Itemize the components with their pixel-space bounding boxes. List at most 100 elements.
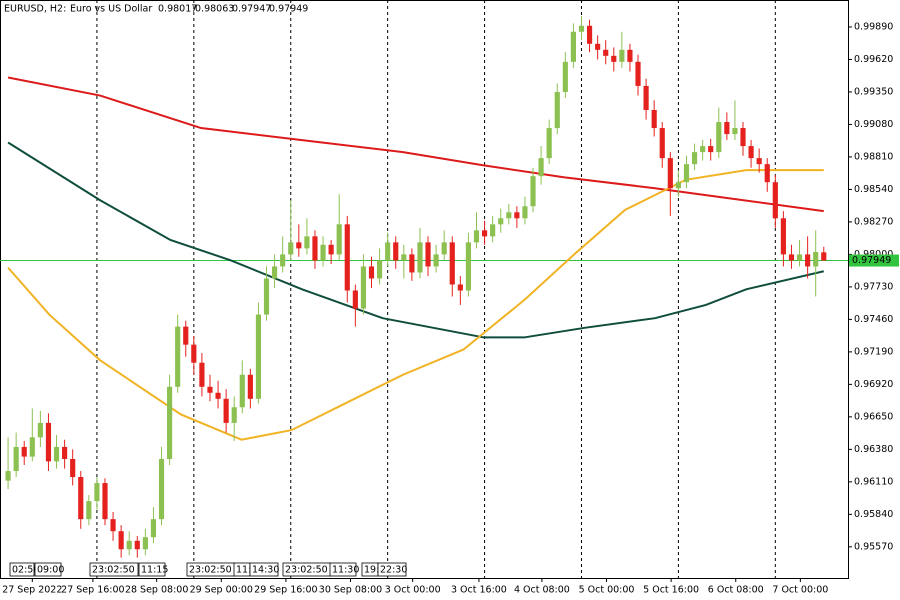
y-tick-label: 0.97730 — [854, 281, 893, 292]
quote-close: 0.97949 — [269, 4, 308, 15]
last-price-label: 0.97949 — [852, 255, 891, 266]
candle-body — [126, 540, 132, 550]
candle-body — [142, 537, 148, 550]
y-tick-label: 0.99890 — [854, 21, 893, 32]
candle-body — [441, 242, 447, 255]
candle-body — [780, 218, 786, 255]
candle-body — [586, 25, 593, 44]
time-label: 02:50 — [12, 565, 39, 576]
candle-body — [683, 164, 690, 183]
candle-body — [288, 242, 294, 255]
candle-body — [231, 407, 237, 423]
candle-body — [514, 212, 520, 219]
candle-body — [643, 85, 649, 110]
x-tick-label: 29 Sep 00:00 — [190, 585, 253, 596]
y-tick-label: 0.96110 — [854, 476, 893, 487]
candle-body — [788, 254, 795, 261]
x-tick-label: 27 Sep 16:00 — [61, 585, 124, 596]
x-tick-label: 29 Sep 16:00 — [254, 585, 317, 596]
candle-body — [409, 254, 415, 273]
candle-body — [239, 374, 245, 408]
candle-body — [247, 374, 253, 399]
candle-body — [457, 284, 463, 291]
candle-body — [724, 122, 730, 135]
time-box — [249, 562, 279, 577]
plot-frame — [0, 0, 849, 579]
moving-average — [7, 76, 824, 213]
x-tick-label: 6 Oct 08:00 — [708, 585, 764, 596]
candle-body — [70, 458, 76, 478]
time-label: 19: — [364, 565, 379, 576]
candle-body — [280, 254, 286, 267]
candle-body — [94, 483, 100, 502]
quote-low: 0.97947 — [232, 4, 271, 15]
time-box — [9, 562, 35, 577]
time-box — [89, 562, 139, 577]
x-tick-label: 3 Oct 00:00 — [385, 585, 441, 596]
last-price-box — [849, 254, 899, 267]
candle-body — [691, 152, 698, 165]
candle-body — [611, 55, 617, 62]
time-label: 23:02:50 — [189, 565, 232, 576]
y-tick-label: 0.99620 — [854, 54, 893, 65]
candle-body — [740, 128, 746, 147]
candle-body — [13, 446, 19, 472]
candle-body — [21, 446, 27, 457]
candle-body — [368, 266, 375, 279]
candle-body — [385, 242, 391, 261]
y-tick-label: 0.95570 — [854, 541, 893, 552]
y-tick-label: 0.98540 — [854, 184, 893, 195]
candle-body — [570, 31, 576, 62]
candle-body — [304, 236, 310, 249]
candle-body — [344, 224, 350, 291]
candle-body — [183, 326, 189, 345]
candle-body — [805, 254, 811, 267]
candle-body — [360, 266, 367, 309]
quote-open: 0.98017 — [158, 4, 197, 15]
candle-body — [118, 531, 124, 550]
candle-body — [651, 109, 657, 129]
quote-high: 0.98063 — [195, 4, 234, 15]
candle-body — [78, 477, 84, 520]
candle-body — [619, 49, 625, 62]
x-tick-label: 5 Oct 00:00 — [579, 585, 635, 596]
time-label: 22:30 — [380, 565, 407, 576]
time-box — [329, 562, 357, 577]
time-label: 11:30 — [332, 565, 359, 576]
candle-body — [175, 326, 181, 387]
time-box — [377, 562, 407, 577]
symbol: EURUSD, H2: — [4, 4, 66, 15]
candle-body — [578, 25, 585, 32]
candle-body — [732, 128, 738, 135]
candle-body — [562, 61, 568, 92]
x-tick-label: 7 Oct 00:00 — [772, 585, 828, 596]
candle-body — [150, 519, 157, 538]
description: Euro vs US Dollar — [70, 4, 152, 15]
y-tick-label: 0.96650 — [854, 411, 893, 422]
candle-body — [320, 244, 326, 261]
candle-body — [312, 236, 318, 261]
candle-body — [554, 91, 560, 129]
y-tick-label: 0.98810 — [854, 151, 893, 162]
candle-body — [328, 244, 334, 255]
candle-body — [336, 224, 342, 255]
candle-body — [546, 128, 552, 159]
candle-body — [5, 471, 11, 481]
y-tick-label: 0.98270 — [854, 216, 893, 227]
candle-body — [708, 146, 714, 153]
candle-body — [352, 290, 358, 309]
candle-body — [86, 501, 92, 520]
candle-body — [764, 164, 770, 183]
candle-body — [530, 176, 536, 207]
candle-body — [223, 398, 229, 423]
candle-body — [393, 242, 399, 261]
candle-body — [449, 242, 455, 285]
candle-body — [772, 182, 778, 219]
candle-body — [700, 146, 706, 153]
candle-body — [756, 158, 762, 165]
candle-body — [199, 362, 205, 387]
candle-body — [490, 224, 496, 237]
time-label: 09:00 — [37, 565, 64, 576]
candle-body — [667, 158, 673, 189]
x-tick-label: 30 Sep 08:00 — [319, 585, 382, 596]
